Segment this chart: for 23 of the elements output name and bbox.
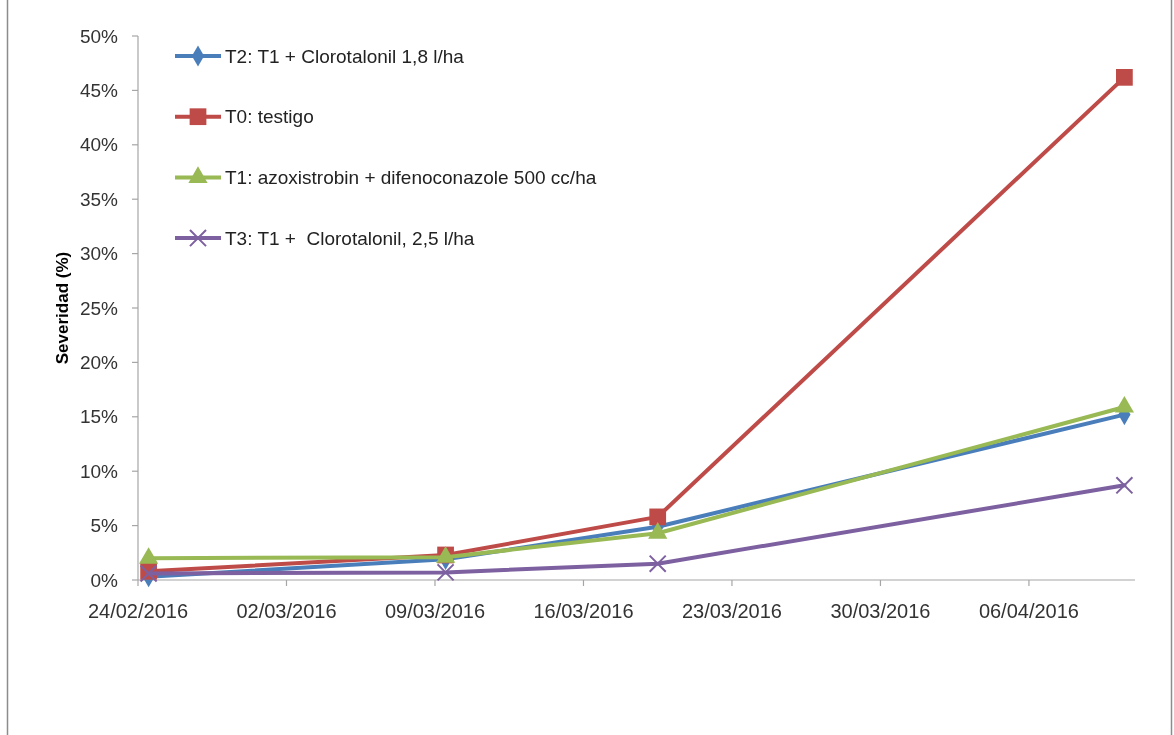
y-tick-label: 20%: [79, 352, 119, 374]
y-tick-label: 5%: [90, 515, 119, 537]
y-tick-label: 10%: [79, 460, 119, 482]
x-tick-label: 06/04/2016: [978, 600, 1079, 622]
y-tick-label: 15%: [79, 406, 119, 428]
x-tick-label: 09/03/2016: [384, 600, 486, 622]
y-tick-label: 40%: [79, 134, 119, 156]
y-tick-label: 50%: [79, 25, 119, 47]
legend-label: T0: testigo: [225, 106, 314, 128]
y-axis-title: Severidad (%): [53, 251, 72, 365]
x-tick-label: 16/03/2016: [533, 600, 634, 622]
y-tick-label: 0%: [90, 569, 119, 591]
x-tick-label: 30/03/2016: [830, 600, 931, 622]
y-tick-label: 25%: [79, 297, 119, 319]
y-tick-label: 45%: [79, 80, 119, 102]
legend-label: T2: T1 + Clorotalonil 1,8 l/ha: [225, 45, 465, 67]
x-tick-label: 02/03/2016: [236, 600, 337, 622]
x-tick-label: 23/03/2016: [681, 600, 783, 622]
y-tick-label: 35%: [79, 188, 119, 210]
y-tick-label: 30%: [79, 243, 119, 265]
legend-label: T1: azoxistrobin + difenoconazole 500 cc/ha: [225, 167, 597, 189]
x-tick-label: 24/02/2016: [87, 600, 189, 622]
legend-label: T3: T1 + Clorotalonil, 2,5 l/ha: [225, 227, 475, 249]
